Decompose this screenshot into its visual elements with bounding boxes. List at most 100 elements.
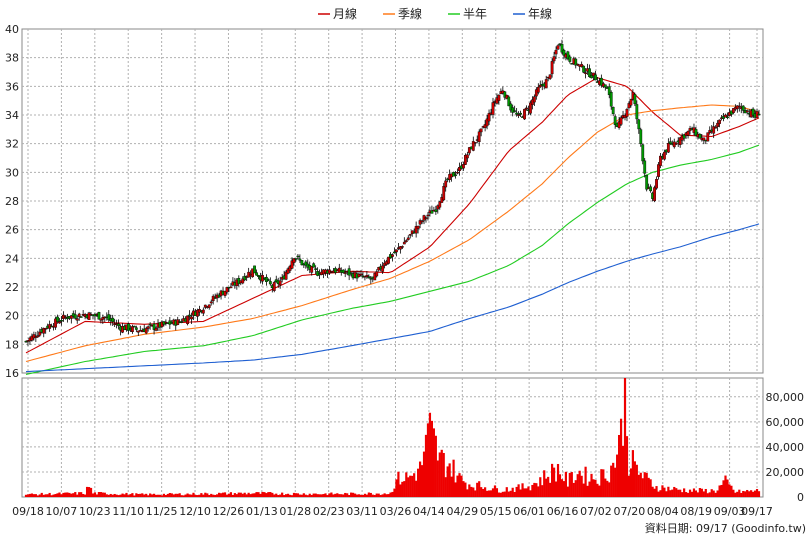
candle [375, 269, 379, 278]
volume-bar [702, 491, 705, 497]
candle [657, 161, 660, 180]
candle [653, 185, 656, 203]
volume-bar [393, 488, 396, 497]
candle-body [511, 107, 515, 113]
volume-bar [616, 454, 619, 497]
candle [712, 121, 716, 139]
volume-bar [152, 493, 156, 497]
candle-body [42, 328, 46, 334]
volume-bar [147, 495, 150, 497]
volume-bar [365, 494, 368, 497]
candle-body [603, 84, 607, 88]
volume-bar [129, 494, 132, 497]
volume-bar [549, 482, 552, 497]
volume-bar [436, 460, 439, 497]
volume-bar [507, 491, 510, 497]
candle-body [633, 94, 637, 105]
candle [548, 74, 552, 81]
candle-body [253, 265, 256, 274]
candle-body [556, 45, 560, 50]
candle-body [544, 79, 548, 89]
volume-bar [123, 494, 126, 497]
volume-bar [194, 494, 197, 497]
volume-bar [74, 492, 77, 497]
volume-bar [115, 494, 118, 497]
candle-body [584, 72, 588, 74]
volume-bar [170, 493, 173, 497]
candle-body [347, 268, 351, 276]
candle [300, 260, 304, 266]
volume-bar [34, 494, 37, 497]
volume-bar [730, 485, 733, 497]
volume-bar [484, 487, 487, 497]
volume-bar [235, 494, 238, 497]
volume-bar [196, 495, 199, 497]
volume-bar [64, 492, 67, 497]
volume-bar [332, 494, 335, 497]
volume-bar [348, 495, 351, 497]
volume-bar [537, 486, 540, 497]
candle-body [36, 335, 40, 338]
candle [718, 119, 721, 128]
candle [625, 107, 629, 122]
volume-bar [188, 494, 191, 497]
candle-body [678, 137, 682, 145]
volume-bar [385, 494, 388, 497]
candles [24, 39, 761, 346]
candle-body [180, 321, 184, 323]
candle-body [532, 96, 536, 103]
candle [757, 109, 761, 116]
volume-bar [58, 492, 61, 497]
candle-body [525, 107, 528, 110]
volume-bar [373, 494, 376, 497]
candle [613, 114, 617, 129]
candle [568, 54, 572, 64]
volume-bar [312, 493, 315, 497]
volume-bar [245, 494, 248, 497]
volume-bar [119, 494, 122, 497]
candle-body [515, 112, 519, 115]
price-y-tick-label: 20 [5, 310, 19, 323]
candle [456, 168, 459, 175]
candle-body [314, 268, 318, 270]
volume-bar [204, 492, 207, 497]
candle-body [404, 240, 408, 243]
volume-bar [127, 495, 130, 497]
candle-body [395, 249, 398, 253]
volume-bar [651, 486, 654, 497]
volume-bar [363, 493, 367, 497]
candle [107, 310, 111, 322]
candle [154, 326, 158, 332]
candle [393, 247, 396, 254]
volume-bar [539, 477, 542, 497]
volume-bar [178, 493, 181, 497]
candle [359, 270, 363, 277]
candle [678, 136, 682, 148]
volume-bar [26, 494, 30, 497]
volume-bar [202, 494, 205, 497]
candle [519, 110, 522, 117]
volume-bar [184, 494, 187, 497]
volume-bar [160, 495, 164, 497]
x-tick-label: 09/17 [741, 505, 773, 518]
volume-bar [551, 463, 554, 497]
candle-body [641, 144, 645, 162]
candle-body [507, 96, 511, 107]
candle-body [471, 141, 475, 151]
candle [284, 270, 288, 281]
candle-body [438, 201, 442, 208]
candle-body [32, 334, 36, 339]
candle-body [741, 105, 745, 111]
candle [702, 137, 706, 145]
candle-body [58, 321, 61, 324]
price-y-tick-label: 32 [5, 138, 19, 151]
volume-bar [562, 481, 566, 497]
candle [60, 315, 63, 326]
candle [148, 322, 152, 330]
volume-bar [237, 492, 240, 497]
volume-bar [448, 463, 451, 497]
candle-body [686, 130, 690, 136]
candle-body [458, 167, 461, 172]
candle-body [223, 290, 227, 296]
candle-body [312, 263, 316, 268]
